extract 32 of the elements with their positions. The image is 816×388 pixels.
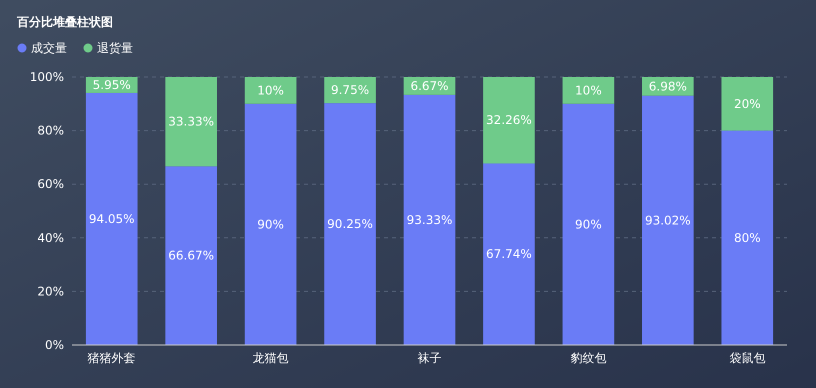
y-tick-label: 80%: [37, 124, 64, 138]
x-tick-label: 袋鼠包: [729, 351, 766, 365]
data-label: 10%: [257, 83, 284, 98]
data-label: 90%: [257, 217, 284, 232]
data-label: 6.67%: [410, 78, 449, 93]
y-tick-label: 20%: [37, 284, 64, 298]
x-tick-label: 猪猪外套: [88, 351, 136, 365]
data-label: 80%: [734, 230, 761, 245]
y-tick-label: 100%: [30, 70, 64, 84]
data-label: 90.25%: [327, 217, 373, 232]
data-label: 6.98%: [648, 79, 687, 94]
legend-label: 成交量: [31, 41, 67, 55]
data-label: 67.74%: [486, 247, 532, 262]
data-label: 20%: [734, 96, 761, 111]
data-label: 9.75%: [330, 83, 370, 98]
y-tick-label: 40%: [37, 230, 64, 245]
legend-label: 退货量: [97, 41, 133, 55]
data-label: 33.33%: [168, 114, 214, 129]
data-label: 94.05%: [88, 212, 135, 226]
data-label: 10%: [575, 83, 602, 98]
data-label: 93.33%: [406, 212, 452, 227]
chart-title: 百分比堆叠柱状图: [16, 15, 113, 29]
y-tick-label: 60%: [37, 177, 64, 192]
y-tick-label: 0%: [44, 338, 64, 352]
data-label: 32.26%: [486, 113, 532, 128]
data-label: 93.02%: [644, 213, 691, 228]
x-tick-label: 龙猫包: [252, 351, 289, 365]
data-label: 66.67%: [168, 248, 214, 263]
x-tick-label: 豹纹包: [570, 351, 606, 365]
data-label: 5.95%: [92, 78, 131, 92]
data-label: 90%: [575, 217, 602, 232]
x-tick-label: 袜子: [418, 351, 442, 365]
